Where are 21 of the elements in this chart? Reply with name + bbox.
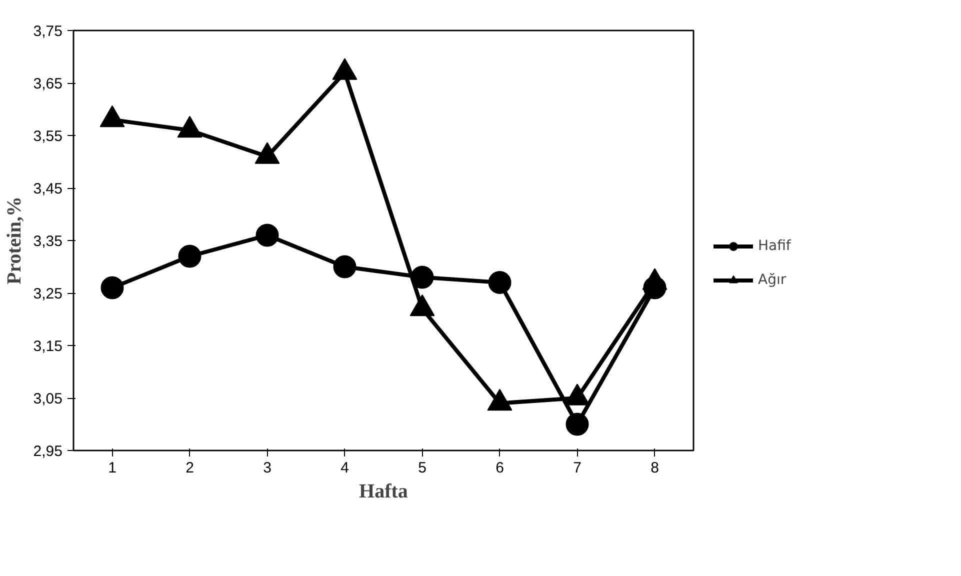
y-tick-label: 3,55 bbox=[33, 128, 63, 145]
y-tick-label: 2,95 bbox=[33, 443, 63, 460]
legend-label: Hafif bbox=[758, 238, 791, 254]
y-axis-title: Protein,% bbox=[3, 196, 26, 284]
x-tick-label: 4 bbox=[340, 460, 349, 476]
x-tick-label: 2 bbox=[186, 460, 194, 476]
x-tick-label: 6 bbox=[496, 460, 504, 476]
y-tick-label: 3,65 bbox=[33, 76, 63, 92]
y-tick-label: 3,25 bbox=[33, 286, 63, 302]
x-tick-label: 7 bbox=[573, 460, 582, 476]
legend-label: Ağır bbox=[758, 272, 786, 288]
y-tick-label: 3,05 bbox=[33, 390, 63, 408]
x-tick-label: 1 bbox=[108, 460, 116, 476]
x-tick-label: 8 bbox=[650, 460, 659, 476]
y-tick-label: 3,35 bbox=[33, 233, 63, 250]
x-tick-label: 3 bbox=[263, 460, 272, 476]
x-tick-label: 5 bbox=[418, 460, 426, 476]
y-tick-label: 3,75 bbox=[33, 23, 63, 40]
y-tick-label: 3,45 bbox=[33, 180, 63, 198]
x-axis-title: Hafta bbox=[359, 480, 408, 502]
y-tick-label: 3,15 bbox=[33, 338, 63, 355]
